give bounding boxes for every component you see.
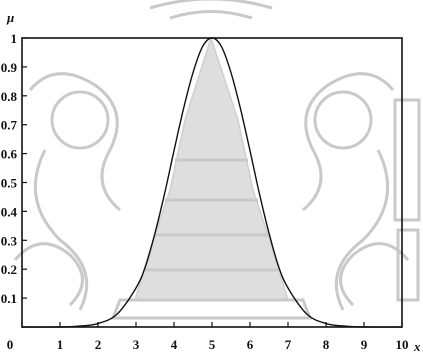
y-tick-label: 0.4 [1,204,18,219]
x-tick-label: 6 [247,337,254,352]
y-tick-label: 0.6 [1,147,18,162]
y-tick-label: 0.5 [1,176,18,191]
x-tick-label: 10 [396,337,409,352]
y-tick-label: 0.8 [1,89,18,104]
x-axis-label: x [413,339,421,354]
x-tick-label: 9 [361,337,368,352]
y-tick-label: 0.1 [1,291,17,306]
plot-area: 0 1 2 3 4 5 6 7 8 9 10 0.1 0.2 0.3 0.4 0.5 0.6 0.7 0.8 0.9 1… [1,10,421,354]
y-tick-label: 0.2 [1,262,17,277]
y-axis-label: μ [6,10,14,25]
x-tick-label: 2 [95,337,102,352]
x-tick-label: 8 [323,337,330,352]
y-tick-label: 0.3 [1,233,18,248]
x-tick-label: 3 [133,337,140,352]
watermark-seal [13,0,421,320]
y-tick-label: 0.7 [1,118,18,133]
x-tick-label: 0 [7,337,14,352]
x-tick-label: 7 [285,337,292,352]
x-tick-label: 1 [57,337,64,352]
y-tick-label: 0.9 [1,60,18,75]
series-line [21,37,403,328]
y-tick-label: 1 [11,31,18,46]
x-tick-label: 4 [171,337,178,352]
x-tick-label: 5 [209,337,216,352]
